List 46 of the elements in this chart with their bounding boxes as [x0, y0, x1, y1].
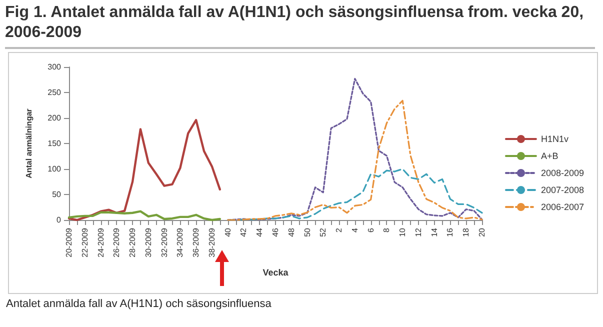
line-series: [68, 210, 222, 222]
text: Antalet anmälda fall av A(H1N1) och säsongsinfluensa: [6, 298, 272, 310]
y-tick-label: 300: [48, 62, 62, 72]
legend-label: 2006-2007: [540, 202, 584, 212]
x-tick-label: 38-2009: [207, 227, 216, 258]
x-tick-label: 44: [255, 227, 264, 237]
y-tick-label: 250: [48, 88, 62, 97]
y-axis-title: Antal anmälningar: [24, 108, 34, 178]
x-tick-label: 28-2009: [128, 227, 138, 258]
legend-label: 2007-2008: [540, 185, 584, 195]
x-tick-label: 16: [446, 227, 455, 237]
x-tick-label: 34-2009: [176, 227, 185, 258]
y-tick-label: 50: [52, 190, 62, 199]
x-tick-label: 46: [271, 227, 280, 237]
line-series: [227, 100, 483, 221]
x-tick-label: 18: [462, 227, 471, 237]
y-tick-label: 200: [48, 114, 62, 122]
x-tick-label: 42: [239, 227, 248, 237]
x-axis-title: Vecka: [262, 268, 290, 278]
x-tick-label: 2: [334, 227, 344, 232]
x-tick-label: 36-2009: [192, 227, 201, 258]
x-tick-label: 20: [478, 227, 486, 237]
x-tick-label: 40: [223, 227, 232, 237]
x-tick-label: 6: [366, 227, 376, 232]
x-tick-label: 20-2009: [64, 227, 74, 258]
x-tick-label: 52: [318, 227, 328, 237]
x-tick-label: 8: [382, 227, 392, 232]
x-tick-label: 22-2009: [80, 227, 90, 258]
y-tick-label: 0: [56, 216, 62, 224]
x-tick-label: 26-2009: [112, 227, 122, 258]
x-tick-label: 24-2009: [96, 227, 106, 258]
legend-label: 2008-2009: [540, 168, 584, 178]
x-tick-label: 4: [350, 227, 360, 232]
chart-title: Fig 1. Antalet anmälda fall av A(H1N1) och säsongsinfluensa from. vecka 20, 2006-2009: [5, 3, 595, 49]
x-tick-label: 30-2009: [144, 227, 153, 258]
x-tick-label: 48: [286, 227, 296, 237]
x-tick-label: 10: [398, 227, 408, 237]
legend-label: A+B: [540, 151, 558, 161]
x-tick-label: 12: [414, 227, 423, 237]
x-tick-label: 50: [302, 227, 312, 237]
x-tick-label: 14: [430, 227, 439, 237]
y-tick-label: 100: [48, 164, 62, 174]
legend-label: H1N1v: [540, 134, 569, 144]
x-tick-label: 32-2009: [160, 227, 169, 258]
line-series: [68, 118, 222, 222]
y-tick-label: 150: [48, 139, 62, 148]
